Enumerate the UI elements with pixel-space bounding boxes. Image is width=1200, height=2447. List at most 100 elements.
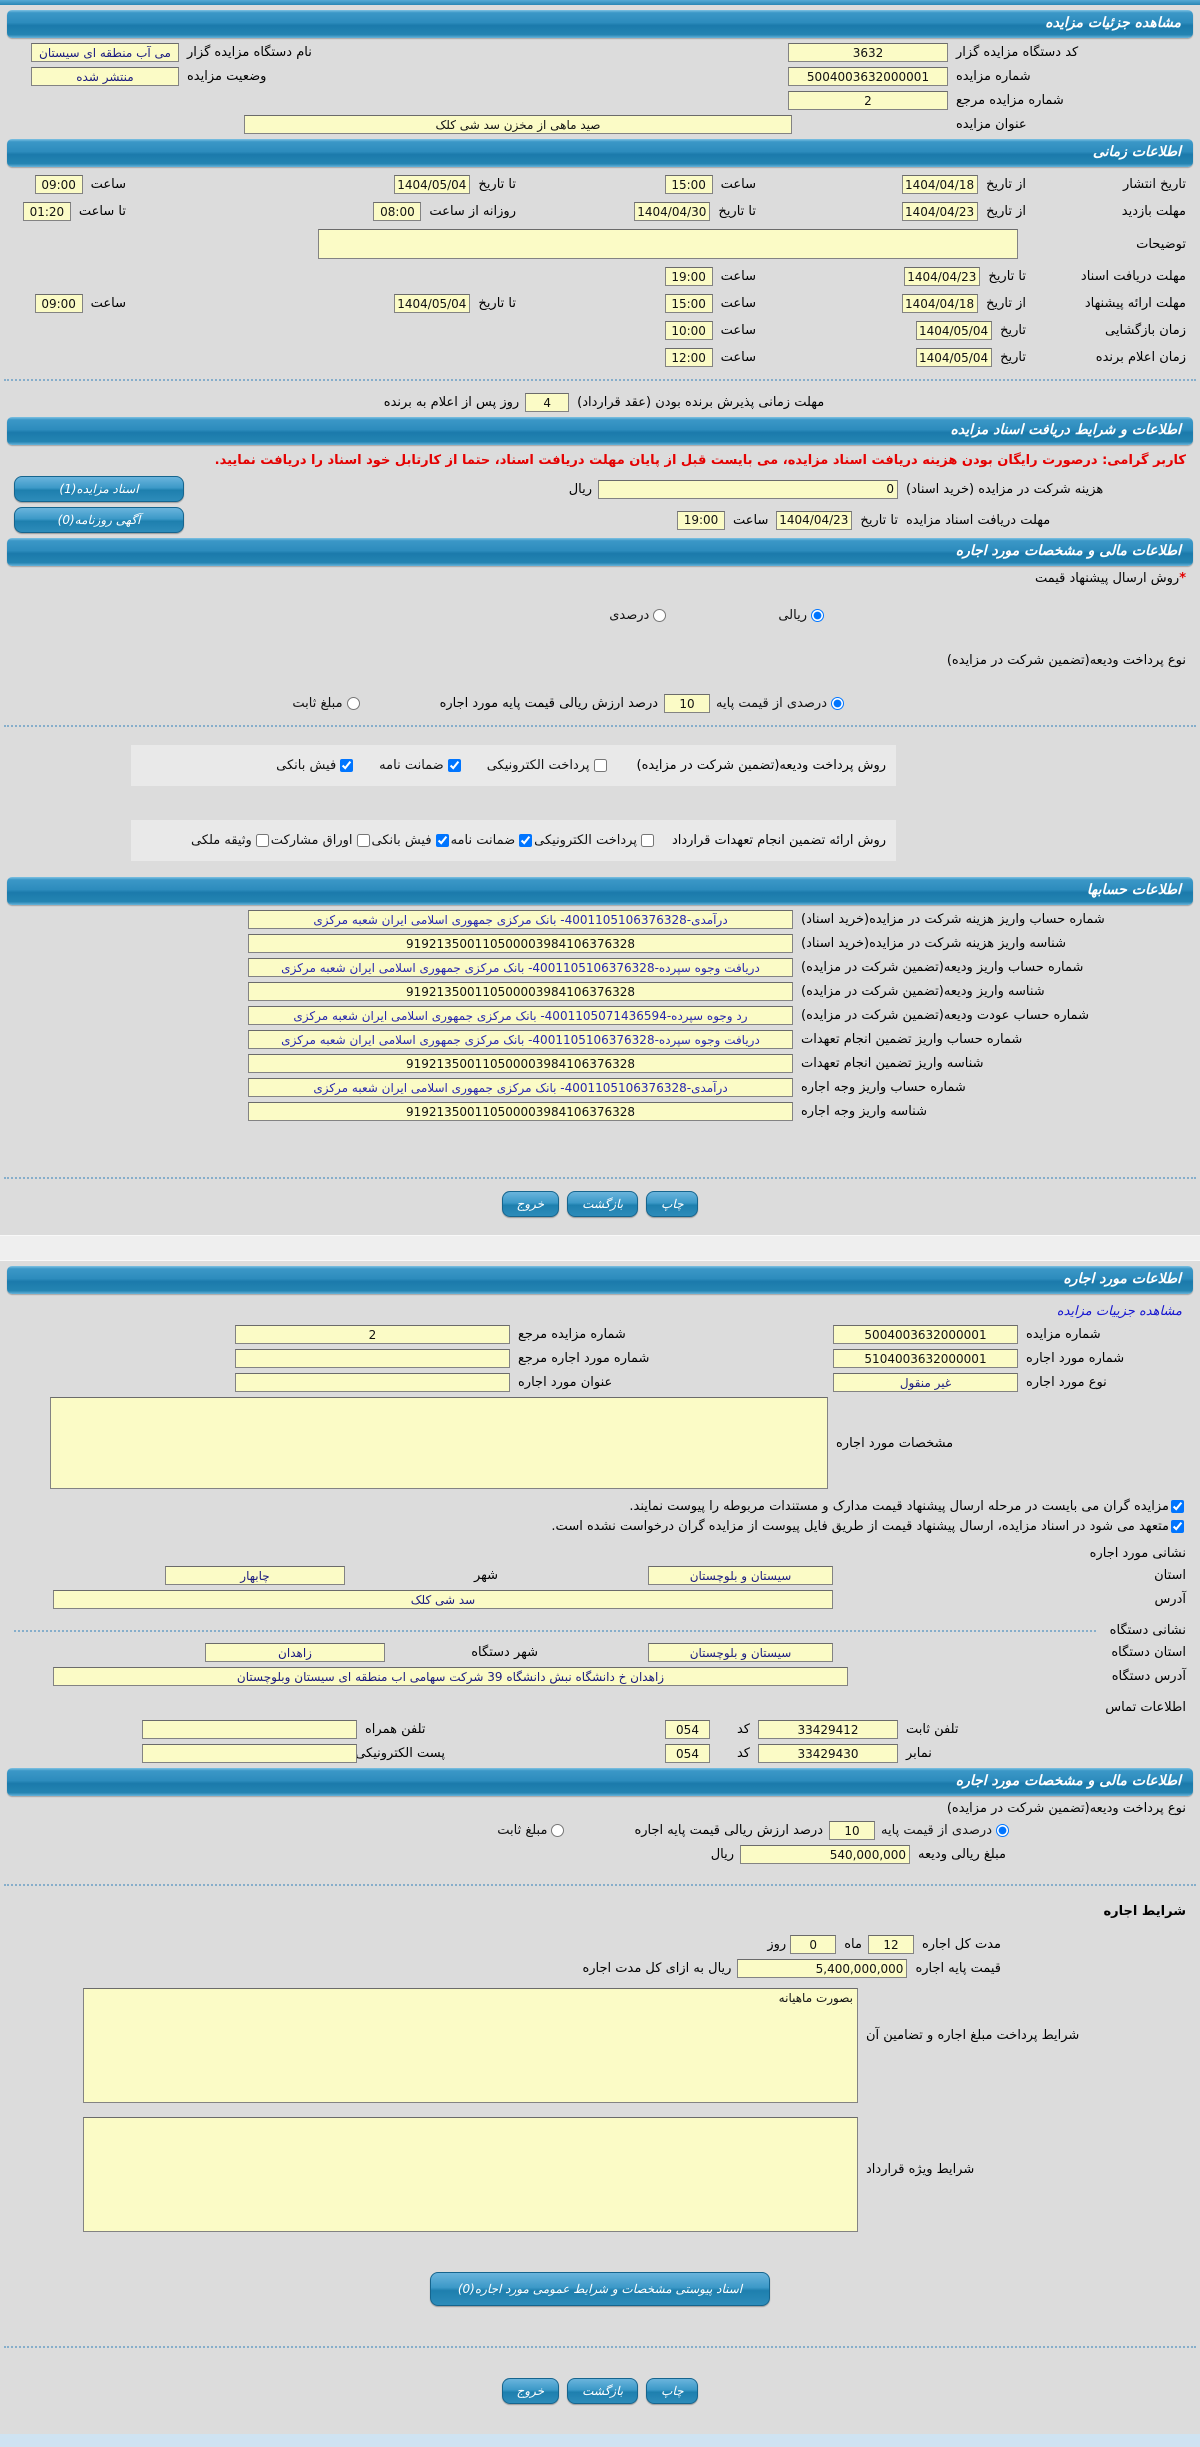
guarantee-bonds-checkbox[interactable]	[356, 834, 370, 847]
deposit-guarantee-letter-checkbox[interactable]	[447, 759, 461, 772]
item-city-input[interactable]	[165, 1566, 345, 1585]
phone-input[interactable]	[758, 1720, 898, 1739]
winner-time-input[interactable]	[664, 348, 713, 367]
offer-to-time-input[interactable]	[34, 294, 83, 313]
lease-attachments-button[interactable]: اسناد پیوستی مشخصات و شرایط عمومی مورد ا…	[430, 2272, 770, 2306]
visit-daily-from-input[interactable]	[373, 202, 422, 221]
org-city-input[interactable]	[205, 1643, 385, 1662]
no-file-request-label: متعهد می شود در اسناد مزایده، ارسال پیشن…	[551, 1519, 1169, 1534]
org-address-input[interactable]	[53, 1667, 848, 1686]
p2-back-button[interactable]: بازگشت	[567, 2378, 639, 2404]
item-number-input[interactable]	[833, 1349, 1018, 1368]
attach-documents-checkbox[interactable]	[1171, 1500, 1184, 1513]
opening-date-input[interactable]	[916, 321, 993, 340]
panel-separator	[0, 1235, 1200, 1261]
mobile-input[interactable]	[142, 1720, 357, 1739]
rial-radio[interactable]	[811, 609, 824, 622]
p2-fixed-amount-radio[interactable]	[551, 1824, 565, 1837]
publish-from-time-input[interactable]	[664, 175, 713, 194]
p2-exit-button[interactable]: خروج	[501, 2378, 560, 2404]
item-specs-textarea[interactable]	[50, 1397, 828, 1489]
offer-from-time-input[interactable]	[664, 294, 713, 313]
lease-terms-title-row: شرایط اجاره	[14, 1904, 1186, 1919]
guarantee-property-checkbox[interactable]	[255, 834, 269, 847]
fixed-amount-radio[interactable]	[346, 697, 360, 710]
deposit-refund-account-input[interactable]	[248, 1006, 793, 1025]
lease-days-input[interactable]	[790, 1935, 837, 1954]
docs-receive-date-input[interactable]	[776, 510, 853, 530]
deposit-percent-input[interactable]	[664, 694, 711, 713]
auction-docs-button[interactable]: اسناد مزایده(1)	[14, 476, 184, 502]
no-file-request-checkbox[interactable]	[1171, 1520, 1184, 1533]
view-auction-details-link[interactable]: مشاهده جزییات مزایده	[1056, 1304, 1182, 1319]
p2-auction-ref-input[interactable]	[235, 1325, 510, 1344]
percent-radio[interactable]	[653, 609, 667, 622]
auction-ref-input[interactable]	[788, 91, 948, 110]
deposit-account-input[interactable]	[248, 958, 793, 977]
payment-terms-textarea[interactable]: بصورت ماهیانه	[83, 1988, 858, 2103]
email-input[interactable]	[142, 1744, 357, 1763]
auction-number-input[interactable]	[788, 67, 948, 86]
visit-to-date-input[interactable]	[634, 202, 711, 221]
publish-from-date-input[interactable]	[902, 175, 979, 194]
bottom-strip	[0, 2434, 1200, 2447]
deposit-bank-slip-checkbox[interactable]	[340, 759, 354, 772]
p2-auction-number-input[interactable]	[833, 1325, 1018, 1344]
divider	[4, 1177, 1196, 1179]
item-ref-input[interactable]	[235, 1349, 510, 1368]
fee-input[interactable]	[598, 479, 898, 499]
obligation-payment-id-input[interactable]	[248, 1054, 793, 1073]
phone-code-input[interactable]	[665, 1720, 710, 1739]
exit-button[interactable]: خروج	[501, 1191, 560, 1217]
docs-deadline-date-input[interactable]	[904, 267, 981, 286]
item-type-input[interactable]	[833, 1373, 1018, 1392]
visit-from-date-input[interactable]	[902, 202, 979, 221]
visit-daily-to-input[interactable]	[22, 202, 71, 221]
item-title-input[interactable]	[235, 1373, 510, 1392]
date-label: تاریخ	[1000, 350, 1026, 365]
fax-code-input[interactable]	[665, 1744, 710, 1763]
item-province-city-row: استان شهر	[14, 1566, 1186, 1585]
special-terms-textarea[interactable]	[83, 2117, 858, 2232]
guarantee-epay-checkbox[interactable]	[640, 834, 654, 847]
item-address-input[interactable]	[53, 1590, 833, 1609]
offer-from-date-input[interactable]	[902, 294, 979, 313]
publish-to-date-input[interactable]	[394, 175, 471, 194]
auction-status-input[interactable]	[31, 67, 179, 86]
guarantee-bank-slip-checkbox[interactable]	[435, 834, 449, 847]
auction-org-name-input[interactable]	[31, 43, 179, 62]
offer-to-date-input[interactable]	[394, 294, 471, 313]
back-button[interactable]: بازگشت	[567, 1191, 639, 1217]
fee-account-input[interactable]	[248, 910, 793, 929]
p2-deposit-percent-input[interactable]	[829, 1821, 876, 1840]
org-province-input[interactable]	[648, 1643, 833, 1662]
docs-receive-time-input[interactable]	[677, 510, 726, 530]
notes-textarea[interactable]	[318, 229, 1018, 259]
publish-to-time-input[interactable]	[34, 175, 83, 194]
auction-org-code-input[interactable]	[788, 43, 948, 62]
obligation-account-input[interactable]	[248, 1030, 793, 1049]
rent-payment-id-input[interactable]	[248, 1102, 793, 1121]
guarantee-letter-checkbox[interactable]	[519, 834, 533, 847]
divider	[4, 725, 1196, 727]
deposit-amount-input[interactable]	[740, 1845, 911, 1864]
print-button[interactable]: چاپ	[646, 1191, 699, 1217]
deposit-epay-checkbox[interactable]	[593, 759, 607, 772]
percent-of-base-radio[interactable]	[831, 697, 844, 710]
winner-date-input[interactable]	[916, 348, 993, 367]
fax-input[interactable]	[758, 1744, 898, 1763]
base-price-input[interactable]	[737, 1959, 908, 1978]
item-province-input[interactable]	[648, 1566, 833, 1585]
rent-account-input[interactable]	[248, 1078, 793, 1097]
p2-percent-of-base-radio[interactable]	[996, 1824, 1009, 1837]
docs-deadline-time-input[interactable]	[664, 267, 713, 286]
opening-time-input[interactable]	[664, 321, 713, 340]
fee-payment-id-input[interactable]	[248, 934, 793, 953]
acceptance-days-input[interactable]	[525, 393, 570, 412]
newspaper-ad-button[interactable]: آگهی روزنامه(0)	[14, 507, 184, 533]
deposit-payment-id-input[interactable]	[248, 982, 793, 1001]
row-auction-number: شماره مزایده شماره مزایده مرجع	[14, 1325, 1186, 1344]
lease-months-input[interactable]	[867, 1935, 914, 1954]
auction-title-input[interactable]	[244, 115, 792, 134]
p2-print-button[interactable]: چاپ	[646, 2378, 699, 2404]
